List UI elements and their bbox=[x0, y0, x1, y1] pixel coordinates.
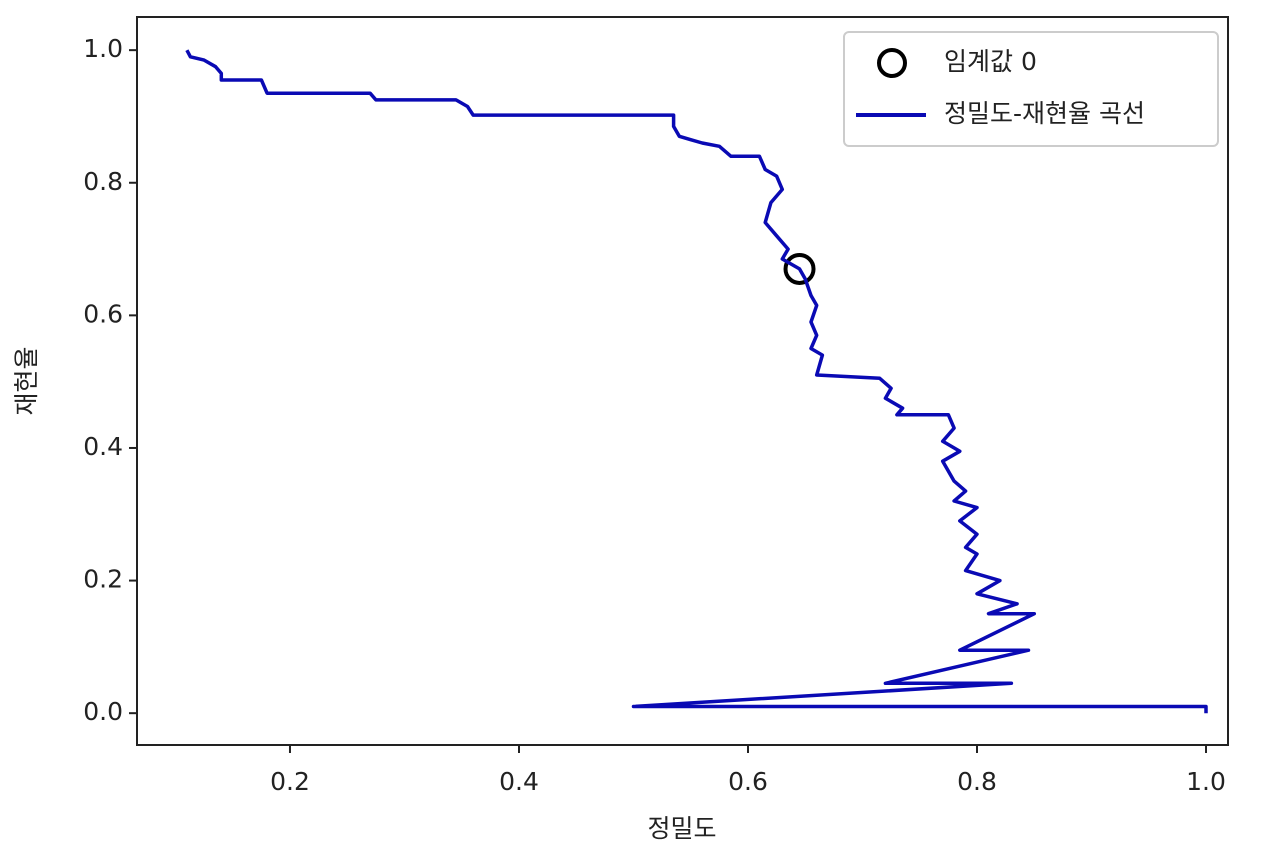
y-tick-label: 0.8 bbox=[83, 167, 123, 196]
x-axis-label: 정밀도 bbox=[647, 814, 716, 843]
legend-label: 임계값 0 bbox=[944, 47, 1037, 76]
y-axis-label: 재현율 bbox=[12, 346, 41, 415]
y-tick-label: 0.2 bbox=[83, 565, 123, 594]
legend-marker bbox=[877, 48, 907, 78]
x-tick-label: 0.4 bbox=[499, 767, 539, 796]
y-tick-label: 0.6 bbox=[83, 299, 123, 328]
curve bbox=[185, 49, 1208, 714]
y-tick-label: 0.0 bbox=[83, 697, 123, 726]
marker bbox=[783, 252, 816, 285]
x-tick-label: 0.2 bbox=[270, 767, 310, 796]
x-tick-label: 0.8 bbox=[957, 767, 997, 796]
y-tick-label: 1.0 bbox=[83, 34, 123, 63]
legend-box bbox=[843, 31, 1219, 147]
legend-label: 정밀도-재현율 곡선 bbox=[944, 99, 1145, 128]
y-tick-label: 0.4 bbox=[83, 432, 123, 461]
plot-frame bbox=[136, 16, 1229, 746]
x-tick-label: 1.0 bbox=[1186, 767, 1226, 796]
x-tick-label: 0.6 bbox=[728, 767, 768, 796]
